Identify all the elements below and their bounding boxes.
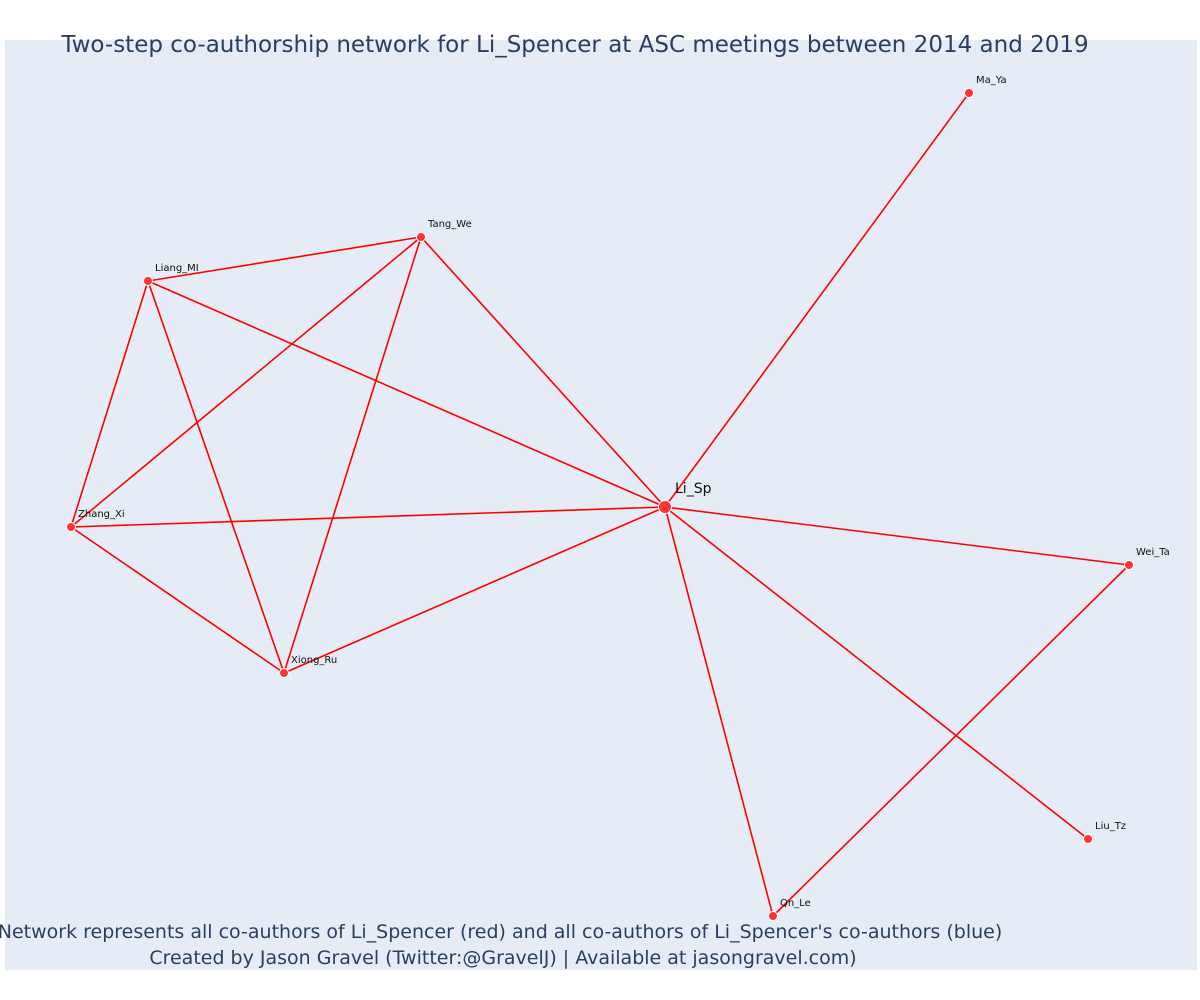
node-label-ma-ya: Ma_Ya: [976, 75, 1007, 86]
chart-title: Two-step co-authorship network for Li_Sp…: [60, 32, 1088, 58]
node-xiong-ru[interactable]: [279, 668, 289, 678]
edge-tang-we-xiong-ru: [283, 236, 422, 674]
node-label-li-sp: Li_Sp: [675, 481, 712, 497]
nodes-layer: [66, 88, 1134, 921]
edges-layer: [70, 92, 1130, 917]
node-liu-tz[interactable]: [1083, 834, 1093, 844]
edge-liang-mi-xiong-ru: [147, 280, 285, 674]
node-label-liu-tz: Liu_Tz: [1095, 821, 1126, 832]
edge-li-sp-wei-ta: [664, 506, 1130, 566]
node-label-wei-ta: Wei_Ta: [1136, 547, 1170, 558]
node-ma-ya[interactable]: [964, 88, 974, 98]
node-label-qn-le: Qn_Le: [780, 898, 811, 909]
edge-li-sp-xiong-ru: [283, 506, 666, 674]
node-label-liang-mi: Liang_MI: [155, 263, 199, 274]
caption-line-1: Network represents all co-authors of Li_…: [0, 921, 1002, 943]
edge-liang-mi-tang-we: [147, 236, 422, 282]
edge-liang-mi-zhang-xi: [70, 280, 149, 528]
edge-li-sp-qn-le: [664, 506, 774, 917]
node-label-xiong-ru: Xiong_Ru: [291, 655, 337, 666]
node-liang-mi[interactable]: [143, 276, 153, 286]
caption-line-2: Created by Jason Gravel (Twitter:@Gravel…: [149, 947, 856, 969]
node-zhang-xi[interactable]: [66, 522, 76, 532]
node-qn-le[interactable]: [768, 911, 778, 921]
edge-li-sp-ma-ya: [664, 92, 970, 508]
edge-li-sp-liang-mi: [147, 280, 666, 508]
node-li-sp[interactable]: [658, 500, 672, 514]
node-tang-we[interactable]: [416, 232, 426, 242]
edge-li-sp-zhang-xi: [70, 506, 666, 528]
edge-wei-ta-qn-le: [772, 564, 1130, 917]
node-label-zhang-xi: Zhang_Xi: [78, 509, 125, 520]
edge-li-sp-liu-tz: [664, 506, 1089, 840]
edge-zhang-xi-xiong-ru: [70, 526, 285, 674]
edge-tang-we-zhang-xi: [70, 236, 422, 528]
plot-background: [5, 40, 1197, 970]
labels-layer: Li_Sp Ma_Ya Tang_We Liang_MI Zhang_Xi Xiong_R…: [78, 75, 1170, 909]
node-label-tang-we: Tang_We: [427, 219, 472, 230]
edge-li-sp-tang-we: [420, 236, 666, 508]
node-wei-ta[interactable]: [1124, 560, 1134, 570]
